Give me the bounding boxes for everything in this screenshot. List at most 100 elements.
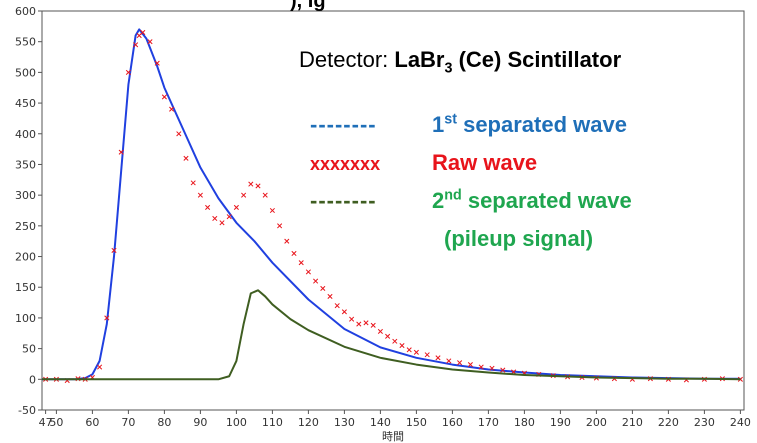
raw-wave-point (118, 149, 124, 155)
y-tick-label: 450 (15, 97, 36, 110)
y-tick-label: 400 (15, 128, 36, 141)
legend-entry-1st-separated: -------- 1st separated wave (310, 112, 627, 138)
raw-wave-point (406, 347, 412, 353)
y-axis-ticks: -50 0 50 100 150 200 250 300 350 400 450 500 550 600 (15, 5, 42, 417)
raw-wave-point (341, 309, 347, 315)
detector-prefix: Detector: (299, 47, 395, 72)
raw-wave-point (467, 362, 473, 368)
raw-wave-point (489, 365, 495, 371)
y-tick-label: 600 (15, 5, 36, 18)
legend-sup: st (444, 112, 457, 128)
raw-wave-point (327, 293, 333, 299)
raw-wave-point (478, 364, 484, 370)
raw-wave-point (212, 215, 218, 222)
raw-wave-point (277, 223, 283, 229)
legend-rest: separated wave (456, 112, 627, 138)
y-tick-label: 300 (15, 189, 36, 202)
raw-wave-point (385, 333, 391, 339)
legend-rest: Raw wave (432, 150, 538, 175)
raw-wave-point (399, 342, 405, 349)
raw-wave-point (269, 207, 275, 214)
x-tick-label: 140 (370, 416, 391, 429)
y-tick-label: 200 (15, 251, 36, 264)
series-layer (42, 28, 743, 384)
y-tick-label: 100 (15, 312, 36, 325)
raw-wave-point (370, 322, 376, 328)
x-tick-label: 80 (157, 416, 171, 429)
y-tick-label: 250 (15, 220, 36, 233)
raw-wave-point (435, 355, 441, 361)
raw-wave-point (255, 183, 261, 189)
y-tick-label: -50 (18, 404, 36, 417)
x-tick-label: 160 (442, 416, 463, 429)
x-axis-label: 時間 (382, 430, 404, 443)
raw-wave-point (154, 60, 160, 66)
x-tick-label: 130 (334, 416, 355, 429)
x-tick-label: 47 (39, 416, 53, 429)
raw-wave-point (233, 204, 239, 210)
x-tick-label: 220 (658, 416, 679, 429)
y-tick-label: 350 (15, 158, 36, 171)
y-tick-label: 500 (15, 66, 36, 79)
x-tick-label: 200 (586, 416, 607, 429)
raw-wave-point (140, 29, 146, 36)
legend-symbol-x: xxxxxxx (310, 154, 381, 174)
raw-wave-point (111, 247, 117, 253)
raw-wave-point (161, 94, 167, 100)
raw-wave-point (377, 328, 383, 334)
x-tick-label: 240 (730, 416, 751, 429)
y-tick-label: 150 (15, 281, 36, 294)
raw-wave-point (457, 360, 463, 366)
raw-wave-point (226, 214, 232, 220)
legend-label-2nd: 2nd separated wave (432, 188, 632, 213)
legend-symbol-dashes: -------- (310, 112, 377, 138)
y-tick-label: 50 (22, 343, 36, 356)
raw-wave-point (363, 320, 369, 326)
clipped-title-fragment: ), Ig (290, 0, 326, 12)
x-tick-label: 100 (226, 416, 247, 429)
raw-wave-point (305, 269, 311, 275)
material-rest: (Ce) Scintillator (452, 47, 622, 72)
legend-num: 2 (432, 188, 445, 214)
y-tick-label: 550 (15, 36, 36, 49)
raw-wave-point (737, 376, 743, 382)
raw-wave-point (356, 321, 362, 327)
raw-wave-point (284, 238, 290, 244)
raw-wave-point (241, 192, 247, 198)
raw-wave-point (190, 180, 196, 186)
raw-wave-point (169, 106, 175, 112)
raw-wave-point (349, 316, 355, 322)
raw-wave-point (176, 131, 182, 137)
x-tick-label: 150 (406, 416, 427, 429)
raw-wave-point (97, 364, 103, 370)
x-tick-label: 170 (478, 416, 499, 429)
plot-frame (41, 10, 745, 411)
raw-wave-point (104, 315, 110, 321)
raw-wave-point (446, 358, 452, 364)
raw-wave-point (313, 278, 319, 284)
raw-wave-point (133, 42, 139, 48)
raw-wave-point (413, 349, 419, 355)
raw-wave-point (500, 367, 506, 373)
legend-sup: nd (444, 188, 462, 204)
raw-wave-point (125, 69, 131, 75)
x-tick-label: 180 (514, 416, 535, 429)
detector-material: LaBr3 (Ce) Scintillator (394, 47, 622, 76)
legend-entry-raw: xxxxxxx Raw wave (310, 150, 537, 176)
x-tick-label: 60 (85, 416, 99, 429)
legend-num: 1 (432, 112, 445, 138)
legend-entry-2nd-line2: (pileup signal) (444, 226, 594, 251)
material-sub: 3 (444, 60, 453, 77)
x-tick-label: 110 (262, 416, 283, 429)
raw-wave-point (219, 220, 225, 226)
raw-wave-point (424, 352, 430, 358)
x-tick-label: 50 (49, 416, 63, 429)
y-tick-label: 0 (29, 373, 36, 386)
raw-wave-point (320, 285, 326, 292)
x-tick-label: 190 (550, 416, 571, 429)
legend-symbol-dashes: -------- (310, 188, 377, 214)
raw-wave-point (392, 338, 398, 344)
raw-wave-point (248, 181, 254, 187)
